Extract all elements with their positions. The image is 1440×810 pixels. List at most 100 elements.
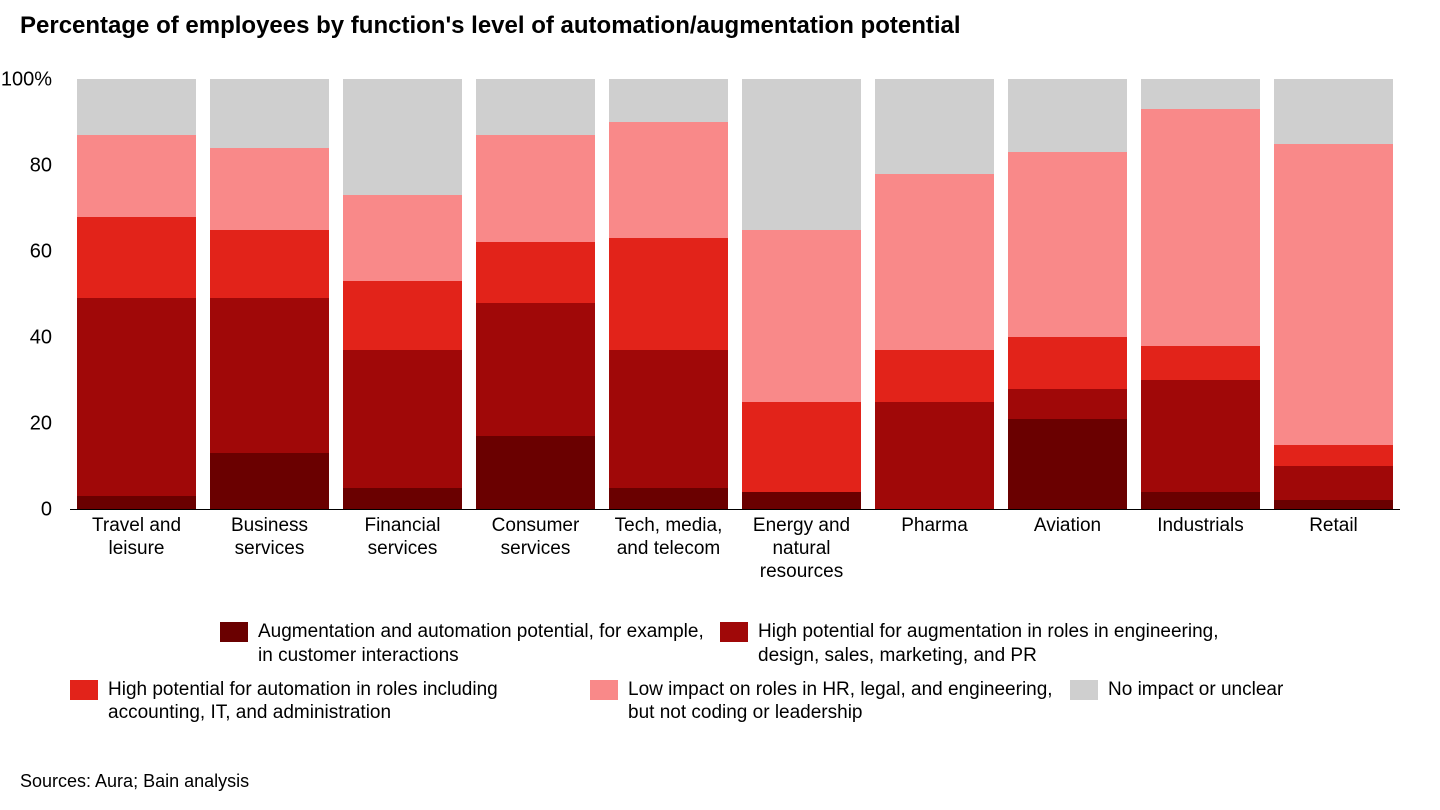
bar-segment bbox=[609, 350, 729, 488]
bar-segment bbox=[343, 281, 463, 350]
bar-slot bbox=[1134, 80, 1267, 509]
stacked-bar bbox=[1141, 79, 1261, 509]
bar-segment bbox=[476, 303, 596, 436]
bar-segment bbox=[742, 79, 862, 230]
bar-segment bbox=[1141, 492, 1261, 509]
legend-row: High potential for automation in roles i… bbox=[70, 678, 1400, 726]
legend-item: No impact or unclear bbox=[1070, 678, 1330, 726]
x-tick-label: Travel and leisure bbox=[70, 515, 203, 583]
bar-segment bbox=[1274, 500, 1394, 509]
y-tick-label: 100% bbox=[0, 69, 52, 92]
bar-segment bbox=[742, 492, 862, 509]
bar-segment bbox=[1008, 337, 1128, 389]
bar-segment bbox=[77, 298, 197, 496]
legend-item: High potential for automation in roles i… bbox=[70, 678, 590, 726]
bar-slot bbox=[70, 80, 203, 509]
legend-label: High potential for augmentation in roles… bbox=[758, 620, 1270, 668]
bar-segment bbox=[1274, 445, 1394, 467]
bar-segment bbox=[1008, 152, 1128, 337]
bar-segment bbox=[77, 496, 197, 509]
bars-container bbox=[70, 80, 1400, 510]
y-tick-label: 0 bbox=[0, 499, 52, 522]
bar-slot bbox=[203, 80, 336, 509]
stacked-bar bbox=[609, 79, 729, 509]
legend-label: High potential for automation in roles i… bbox=[108, 678, 590, 726]
y-tick-label: 60 bbox=[0, 241, 52, 264]
bar-segment bbox=[1274, 144, 1394, 445]
x-tick-label: Consumer services bbox=[469, 515, 602, 583]
bar-segment bbox=[1008, 389, 1128, 419]
bar-segment bbox=[210, 148, 330, 230]
x-tick-label: Industrials bbox=[1134, 515, 1267, 583]
stacked-bar bbox=[343, 79, 463, 509]
stacked-bar bbox=[1274, 79, 1394, 509]
bar-slot bbox=[735, 80, 868, 509]
legend-swatch bbox=[70, 680, 98, 700]
legend-label: No impact or unclear bbox=[1108, 678, 1283, 702]
x-tick-label: Tech, media, and telecom bbox=[602, 515, 735, 583]
x-tick-label: Energy and natural resources bbox=[735, 515, 868, 583]
bar-segment bbox=[609, 488, 729, 510]
bar-segment bbox=[1274, 79, 1394, 144]
bar-segment bbox=[210, 230, 330, 299]
bar-segment bbox=[476, 436, 596, 509]
y-axis: 020406080100% bbox=[0, 80, 60, 510]
bar-segment bbox=[1141, 79, 1261, 109]
bar-segment bbox=[77, 135, 197, 217]
bar-slot bbox=[868, 80, 1001, 509]
sources-text: Sources: Aura; Bain analysis bbox=[20, 771, 249, 792]
x-tick-label: Retail bbox=[1267, 515, 1400, 583]
stacked-bar bbox=[742, 79, 862, 509]
bar-segment bbox=[875, 79, 995, 174]
bar-segment bbox=[1274, 466, 1394, 500]
legend-swatch bbox=[1070, 680, 1098, 700]
bar-segment bbox=[875, 402, 995, 510]
stacked-bar bbox=[1008, 79, 1128, 509]
y-tick-label: 20 bbox=[0, 413, 52, 436]
legend-item: High potential for augmentation in roles… bbox=[720, 620, 1270, 668]
y-tick-label: 80 bbox=[0, 155, 52, 178]
bar-segment bbox=[609, 122, 729, 238]
bar-segment bbox=[609, 79, 729, 122]
bar-segment bbox=[1008, 79, 1128, 152]
bar-segment bbox=[476, 79, 596, 135]
legend-item: Augmentation and automation potential, f… bbox=[220, 620, 720, 668]
bar-segment bbox=[742, 230, 862, 402]
bar-segment bbox=[1008, 419, 1128, 509]
legend-label: Augmentation and automation potential, f… bbox=[258, 620, 720, 668]
bar-segment bbox=[875, 174, 995, 350]
bar-slot bbox=[1267, 80, 1400, 509]
stacked-bar bbox=[210, 79, 330, 509]
x-tick-label: Aviation bbox=[1001, 515, 1134, 583]
x-tick-label: Pharma bbox=[868, 515, 1001, 583]
bar-segment bbox=[875, 350, 995, 402]
legend-swatch bbox=[590, 680, 618, 700]
stacked-bar bbox=[476, 79, 596, 509]
bar-segment bbox=[609, 238, 729, 350]
bar-segment bbox=[343, 195, 463, 281]
x-axis-labels: Travel and leisureBusiness servicesFinan… bbox=[70, 515, 1400, 583]
bar-slot bbox=[1001, 80, 1134, 509]
bar-segment bbox=[343, 488, 463, 510]
legend-row: Augmentation and automation potential, f… bbox=[70, 620, 1400, 668]
legend-item: Low impact on roles in HR, legal, and en… bbox=[590, 678, 1070, 726]
bar-segment bbox=[343, 350, 463, 488]
y-tick-label: 40 bbox=[0, 327, 52, 350]
bar-segment bbox=[77, 79, 197, 135]
stacked-bar bbox=[875, 79, 995, 509]
legend-label: Low impact on roles in HR, legal, and en… bbox=[628, 678, 1070, 726]
bar-segment bbox=[476, 242, 596, 302]
x-tick-label: Business services bbox=[203, 515, 336, 583]
legend: Augmentation and automation potential, f… bbox=[70, 620, 1400, 735]
bar-segment bbox=[210, 298, 330, 453]
bar-segment bbox=[1141, 346, 1261, 380]
bar-segment bbox=[1141, 380, 1261, 492]
bar-slot bbox=[602, 80, 735, 509]
bar-segment bbox=[742, 402, 862, 492]
chart-plot-area bbox=[70, 80, 1400, 510]
bar-segment bbox=[476, 135, 596, 243]
bar-segment bbox=[210, 453, 330, 509]
bar-segment bbox=[343, 79, 463, 195]
bar-slot bbox=[469, 80, 602, 509]
bar-segment bbox=[210, 79, 330, 148]
